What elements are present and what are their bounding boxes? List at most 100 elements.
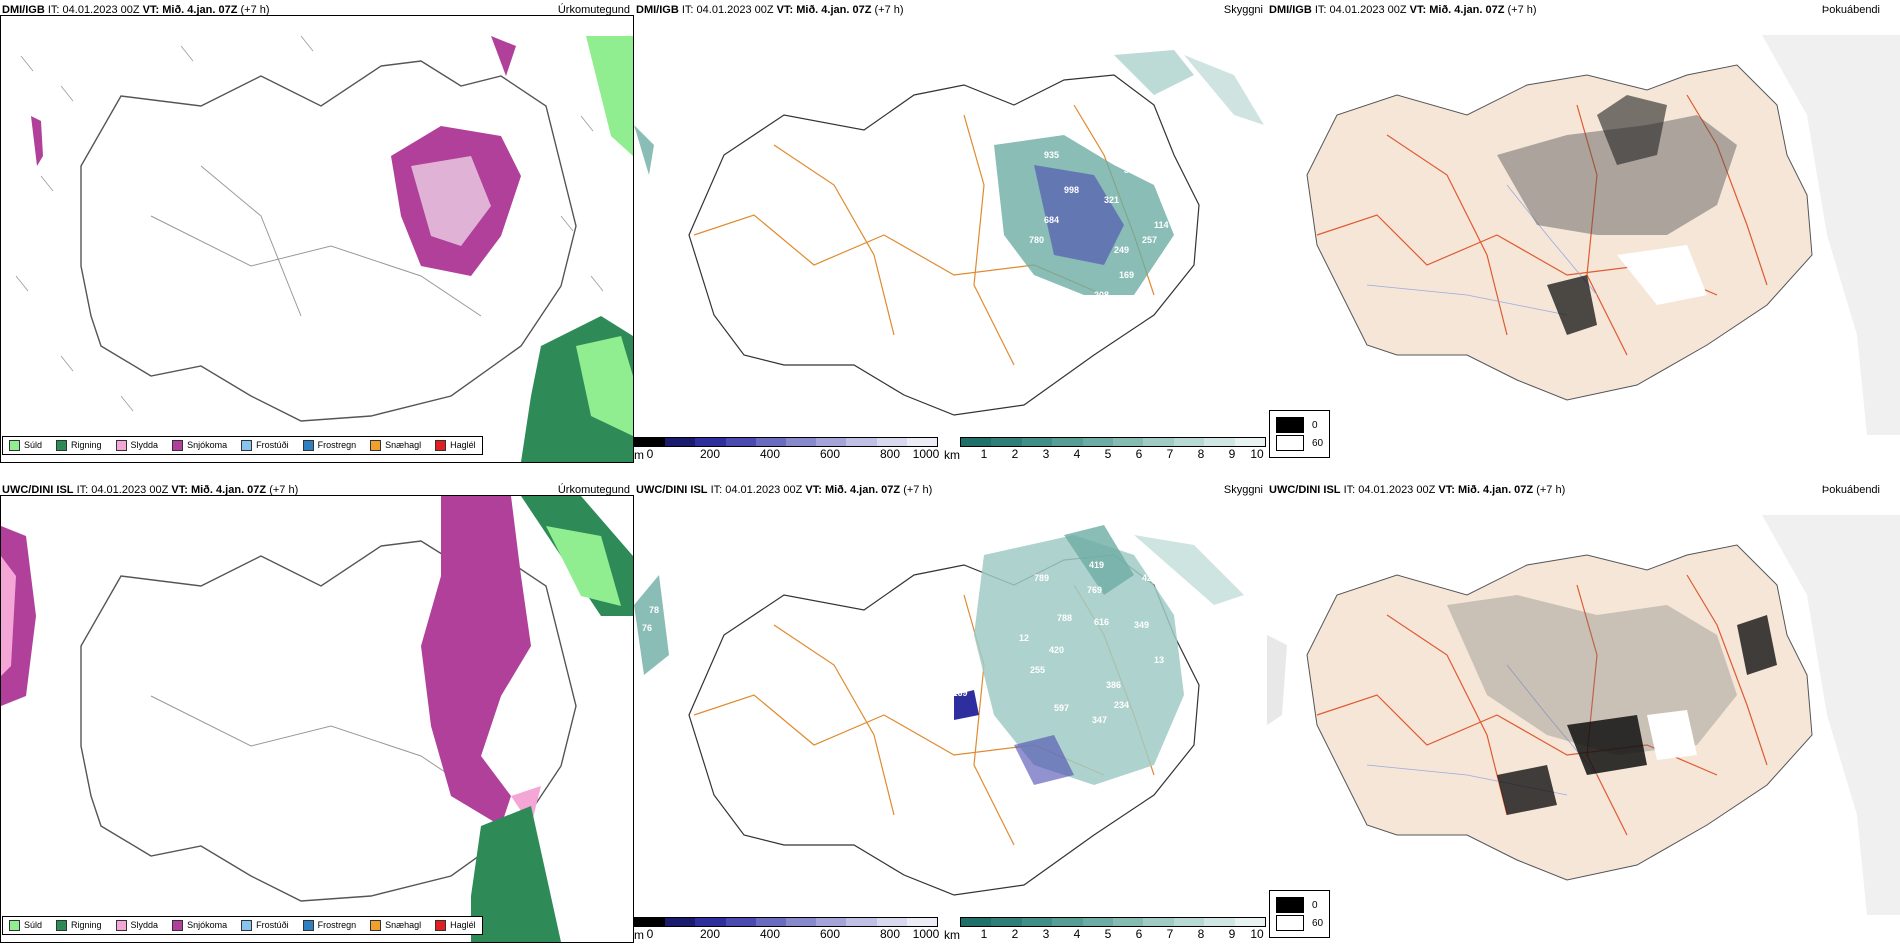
ceiling-label: 616 — [1094, 617, 1110, 627]
ceiling-label: 998 — [1064, 185, 1080, 195]
legend-swatch — [370, 440, 382, 452]
ceiling-label: 349 — [1134, 620, 1150, 630]
ceiling-label: 780 — [1029, 235, 1045, 245]
ceiling-label: 169 — [1119, 270, 1135, 280]
iceland-map — [1, 496, 633, 942]
legend-swatch — [115, 920, 127, 932]
panel-type-label: Úrkomutegund — [557, 484, 630, 496]
ceiling-label: 429 — [1142, 573, 1158, 583]
legend-item: Slydda — [115, 920, 158, 932]
precip-map — [0, 495, 634, 943]
ceiling-label: 420 — [1049, 645, 1065, 655]
legend-item: Slydda — [115, 440, 158, 452]
ceiling-label: 684 — [1044, 215, 1060, 225]
fog-legend-row: 60 — [1276, 915, 1323, 931]
iceland-map — [1306, 35, 1900, 435]
precip-legend: Súld Rigning Slydda Snjókoma Frostúði Fr… — [2, 436, 483, 456]
legend-item: Snæhagl — [370, 440, 421, 452]
legend-swatch — [241, 440, 253, 452]
fog-legend-row: 0 — [1276, 897, 1323, 913]
ceiling-scale-labels: 0 200 400 600 800 1000 — [646, 927, 940, 941]
panel-ceiling-dmi: DMI/IGB IT: 04.01.2023 00Z VT: Mið. 4.ja… — [634, 0, 1267, 465]
panel-header: UWC/DINI ISL IT: 04.01.2023 00Z VT: Mið.… — [2, 484, 299, 496]
legend-swatch — [56, 920, 68, 932]
legend-swatch — [241, 920, 253, 932]
ceiling-label: 321 — [1104, 195, 1120, 205]
ceiling-label: 347 — [1092, 715, 1108, 725]
panel-header: DMI/IGB IT: 04.01.2023 00Z VT: Mið. 4.ja… — [2, 4, 270, 16]
ceiling-label: 255 — [1030, 665, 1046, 675]
ceiling-label: 234 — [1114, 700, 1130, 710]
legend-item: Súld — [9, 440, 42, 452]
legend-item: Frostúði — [241, 440, 289, 452]
ceiling-map: 874 935 998 684 780 249 169 208 277 321 … — [634, 35, 1267, 435]
panel-ceiling-uwc: UWC/DINI ISL IT: 04.01.2023 00Z VT: Mið.… — [634, 480, 1267, 945]
ceiling-label: 1169 — [948, 688, 968, 698]
legend-item: Snjókoma — [172, 920, 227, 932]
visibility-colorbar — [960, 917, 1266, 927]
ceiling-scale: 0 200 400 600 800 1000 m — [634, 437, 940, 462]
panel-fog-uwc: UWC/DINI ISL IT: 04.01.2023 00Z VT: Mið.… — [1267, 480, 1900, 945]
ceiling-label: 208 — [1094, 290, 1110, 300]
panel-type-label: Þokuábendi — [1821, 4, 1880, 16]
ceiling-label: 345 — [1124, 165, 1140, 175]
legend-swatch — [9, 440, 20, 452]
ceiling-unit: m — [634, 448, 644, 462]
visibility-scale: 1 2 3 4 5 6 7 8 9 10 km — [944, 437, 1266, 462]
ceiling-label: 114 — [1154, 220, 1169, 230]
ceiling-label: 116 — [959, 675, 974, 685]
panel-header: DMI/IGB IT: 04.01.2023 00Z VT: Mið. 4.ja… — [636, 4, 904, 16]
ceiling-label: 277 — [1059, 300, 1075, 310]
legend-swatch — [435, 920, 447, 932]
panel-header: DMI/IGB IT: 04.01.2023 00Z VT: Mið. 4.ja… — [1269, 4, 1537, 16]
ceiling-map: 832 419 769 788 616 420 386 234 347 597 … — [634, 515, 1267, 915]
fog-legend-row: 0 — [1276, 417, 1323, 433]
ceiling-label: 78 — [649, 605, 660, 615]
legend-swatch — [302, 920, 314, 932]
legend-item: Súld — [9, 920, 42, 932]
ceiling-label: 832 — [1117, 530, 1133, 540]
ceiling-label: 248 — [1169, 200, 1185, 210]
fog-legend: 0 60 — [1269, 890, 1331, 938]
legend-item: Haglél — [435, 440, 476, 452]
iceland-map — [15, 35, 633, 462]
legend-swatch — [435, 440, 447, 452]
ceiling-label: 249 — [1114, 245, 1130, 255]
visibility-unit: km — [944, 448, 960, 462]
visibility-unit: km — [944, 928, 960, 942]
visibility-scale-labels: 1 2 3 4 5 6 7 8 9 10 — [980, 447, 1264, 461]
legend-swatch — [172, 920, 184, 932]
legend-swatch — [56, 440, 68, 452]
ceiling-colorbar — [634, 437, 938, 447]
ceiling-label: 874 — [1044, 95, 1060, 105]
ceiling-label: 257 — [1142, 235, 1158, 245]
ceiling-label: 386 — [1106, 680, 1122, 690]
legend-item: Frostregn — [302, 440, 356, 452]
legend-swatch — [115, 440, 127, 452]
legend-swatch — [9, 920, 20, 932]
legend-swatch — [370, 920, 382, 932]
ceiling-scale-labels: 0 200 400 600 800 1000 — [646, 447, 940, 461]
legend-item: Snæhagl — [370, 920, 421, 932]
precip-legend: Súld Rigning Slydda Snjókoma Frostúði Fr… — [2, 916, 483, 936]
panel-type-label: Skyggni — [1223, 4, 1263, 16]
ceiling-label: 13 — [1154, 655, 1165, 665]
legend-item: Rigning — [56, 920, 102, 932]
iceland-map — [634, 525, 1244, 896]
ceiling-label: 789 — [1034, 573, 1050, 583]
iceland-map — [1267, 515, 1900, 915]
panel-precip-uwc: UWC/DINI ISL IT: 04.01.2023 00Z VT: Mið.… — [0, 480, 634, 945]
panel-header: UWC/DINI ISL IT: 04.01.2023 00Z VT: Mið.… — [1269, 484, 1566, 496]
panel-type-label: Þokuábendi — [1821, 484, 1880, 496]
legend-item: Snjókoma — [172, 440, 227, 452]
ceiling-label: 76 — [642, 623, 653, 633]
legend-item: Frostregn — [302, 920, 356, 932]
visibility-colorbar — [960, 437, 1266, 447]
ceiling-label: 330 — [986, 240, 1002, 250]
fog-legend: 0 60 — [1269, 410, 1331, 458]
fog-map — [1267, 35, 1900, 435]
legend-swatch — [172, 440, 184, 452]
ceiling-scale: 0 200 400 600 800 1000 m — [634, 917, 940, 942]
iceland-map — [634, 50, 1264, 416]
ceiling-label: 597 — [1054, 703, 1070, 713]
